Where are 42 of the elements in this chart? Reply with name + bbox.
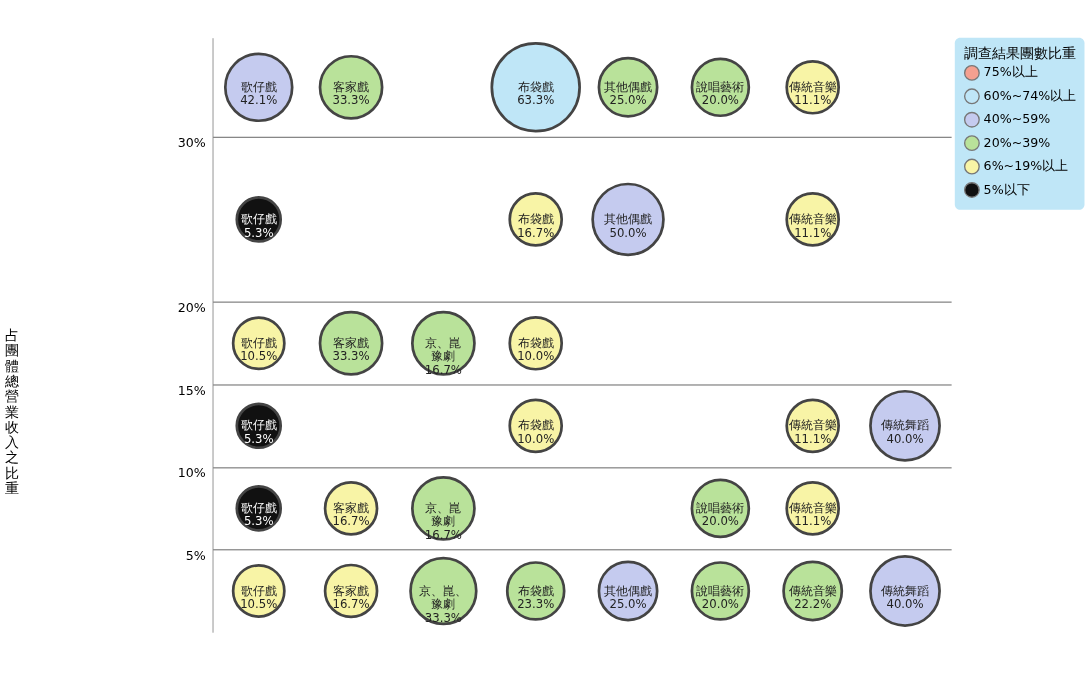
data-label: 傳統舞蹈 40.0% (880, 583, 930, 612)
data-label: 布袋戲 63.3% (517, 79, 555, 108)
data-label: 說唱藝術 20.0% (696, 583, 745, 612)
data-label: 說唱藝術 20.0% (696, 501, 745, 529)
data-label: 歌仔戲 5.3% (240, 501, 277, 529)
legend-label: 60%~74%以上 (983, 87, 1077, 103)
y-tick-label: 15% (177, 382, 206, 398)
legend-label: 5%以下 (983, 181, 1030, 197)
y-tick-label: 20% (177, 300, 206, 316)
y-tick-label: 10% (177, 465, 206, 481)
data-label: 傳統音樂 11.1% (787, 212, 837, 240)
legend-title: 調查結果團數比重 (963, 44, 1076, 61)
legend-label: 20%~39% (983, 134, 1051, 150)
data-label: 布袋戲 10.0% (517, 418, 555, 446)
data-label: 歌仔戲 10.5% (240, 583, 278, 612)
y-tick-label: 5% (185, 548, 206, 564)
data-label: 傳統音樂 11.1% (787, 79, 837, 108)
data-label: 客家戲 16.7% (332, 583, 370, 612)
data-label: 客家戲 33.3% (332, 79, 370, 108)
data-label: 其他偶戲 25.0% (604, 79, 653, 108)
data-label: 歌仔戲 42.1% (240, 79, 278, 108)
data-label: 歌仔戲 5.3% (240, 212, 277, 240)
data-label: 傳統音樂 11.1% (787, 501, 837, 529)
data-label: 客家戲 33.3% (332, 335, 370, 364)
data-label: 傳統音樂 22.2% (787, 583, 837, 612)
data-label: 傳統音樂 11.1% (787, 418, 837, 446)
data-label: 其他偶戲 50.0% (604, 212, 653, 240)
data-label: 說唱藝術 20.0% (696, 79, 745, 108)
data-label: 其他偶戲 25.0% (604, 583, 653, 612)
legend-label: 40%~59% (983, 111, 1051, 127)
legend-label: 6%~19%以上 (983, 158, 1069, 174)
data-label: 布袋戲 10.0% (517, 335, 555, 364)
text: 占團體總營業收入之比重 (5, 326, 20, 497)
data-label: 布袋戲 16.7% (517, 212, 555, 240)
data-label: 京、崑、豫劇 33.3% (419, 583, 468, 625)
legend-label: 75%以上 (983, 64, 1038, 80)
data-label: 傳統舞蹈 40.0% (880, 418, 930, 446)
data-label: 客家戲 16.7% (332, 501, 370, 529)
y-tick-label: 30% (177, 135, 206, 151)
data-label: 歌仔戲 10.5% (240, 335, 278, 364)
data-label: 歌仔戲 5.3% (240, 418, 277, 446)
data-label: 布袋戲 23.3% (517, 583, 555, 612)
